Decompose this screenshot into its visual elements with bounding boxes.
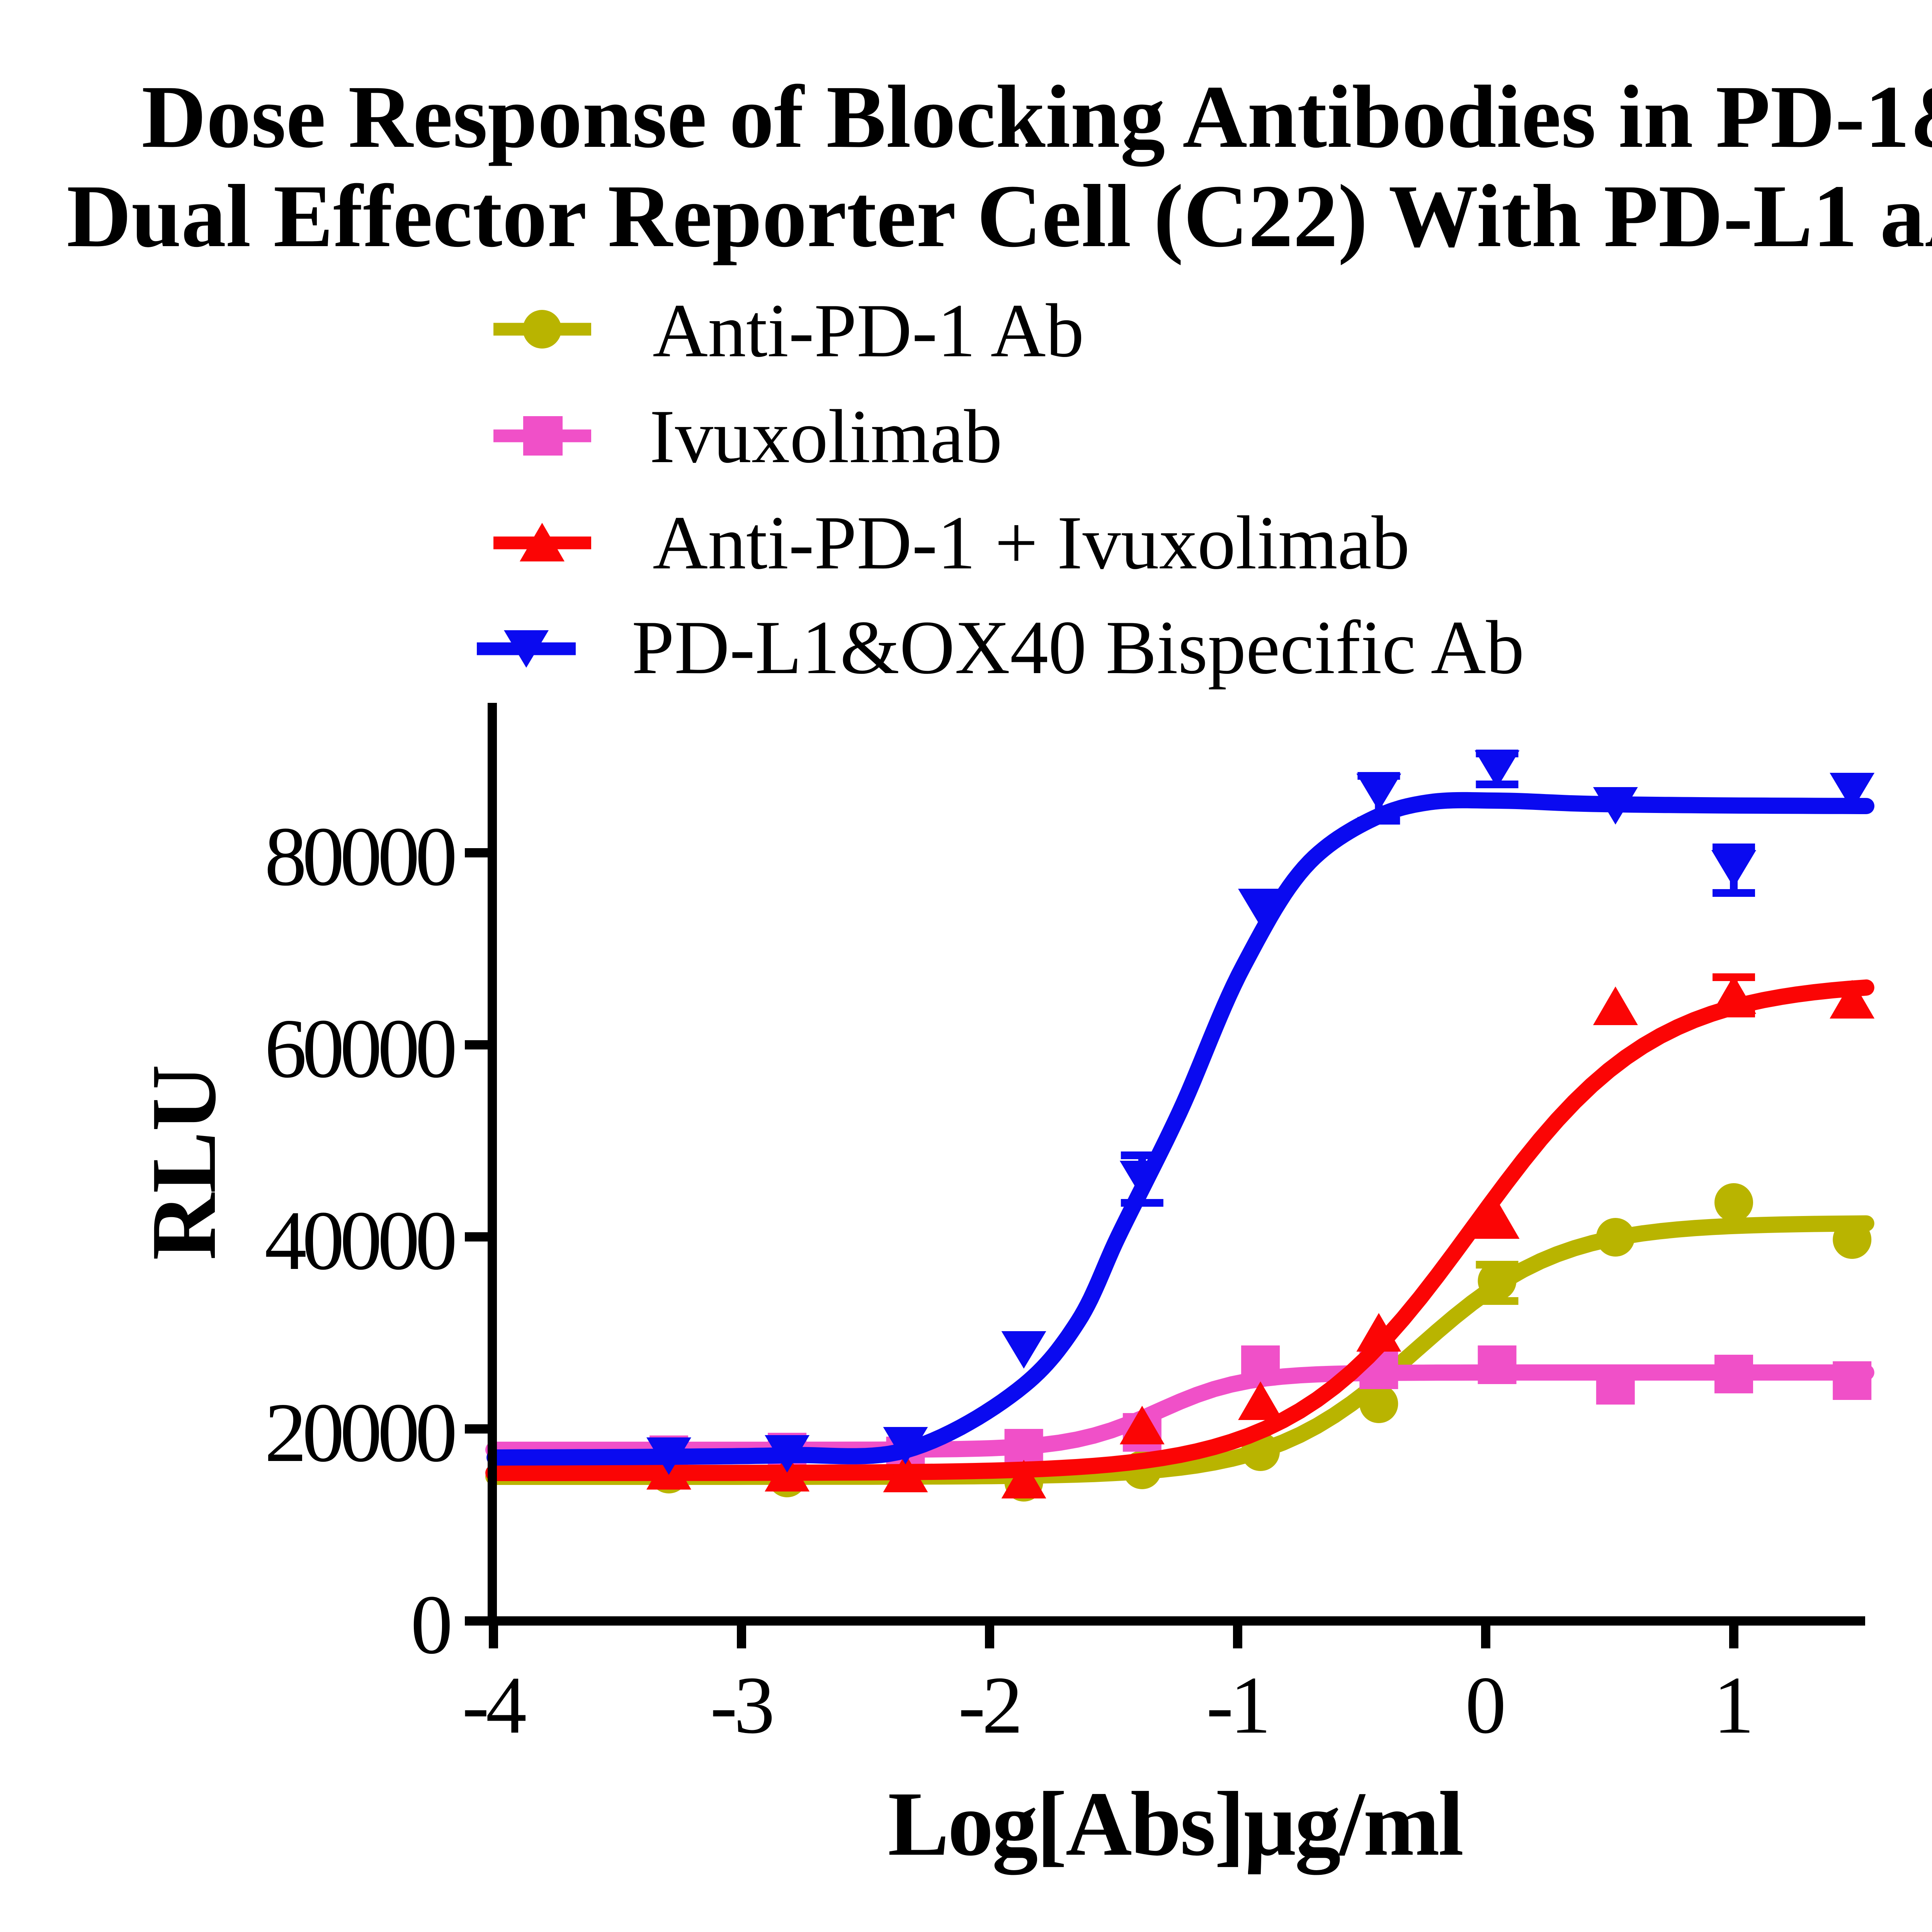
- svg-text:20000: 20000: [265, 1386, 455, 1480]
- svg-text:Ivuxolimab: Ivuxolimab: [650, 394, 1002, 479]
- svg-text:1: 1: [1713, 1660, 1754, 1750]
- svg-text:60000: 60000: [265, 1002, 455, 1095]
- svg-text:Anti-PD-1 Ab: Anti-PD-1 Ab: [653, 288, 1084, 373]
- svg-text:0: 0: [411, 1578, 453, 1672]
- svg-text:0: 0: [1465, 1660, 1506, 1750]
- svg-text:-3: -3: [710, 1660, 772, 1750]
- svg-text:Anti-PD-1 + Ivuxolimab: Anti-PD-1 + Ivuxolimab: [653, 500, 1410, 585]
- svg-text:40000: 40000: [265, 1194, 455, 1287]
- svg-text:-1: -1: [1206, 1660, 1268, 1750]
- svg-text:RLU: RLU: [132, 1065, 235, 1260]
- svg-text:-2: -2: [958, 1660, 1020, 1750]
- svg-text:Dose Response of Blocking Anti: Dose Response of Blocking Antibodies in …: [141, 67, 1932, 167]
- svg-text:PD-L1&OX40 Bispecific Ab: PD-L1&OX40 Bispecific Ab: [632, 605, 1524, 690]
- svg-text:Log[Abs]µg/ml: Log[Abs]µg/ml: [888, 1773, 1463, 1875]
- svg-text:-4: -4: [462, 1660, 526, 1750]
- svg-text:Dual Effector Reporter Cell (C: Dual Effector Reporter Cell (C22) With P…: [66, 167, 1932, 266]
- svg-text:80000: 80000: [265, 810, 455, 903]
